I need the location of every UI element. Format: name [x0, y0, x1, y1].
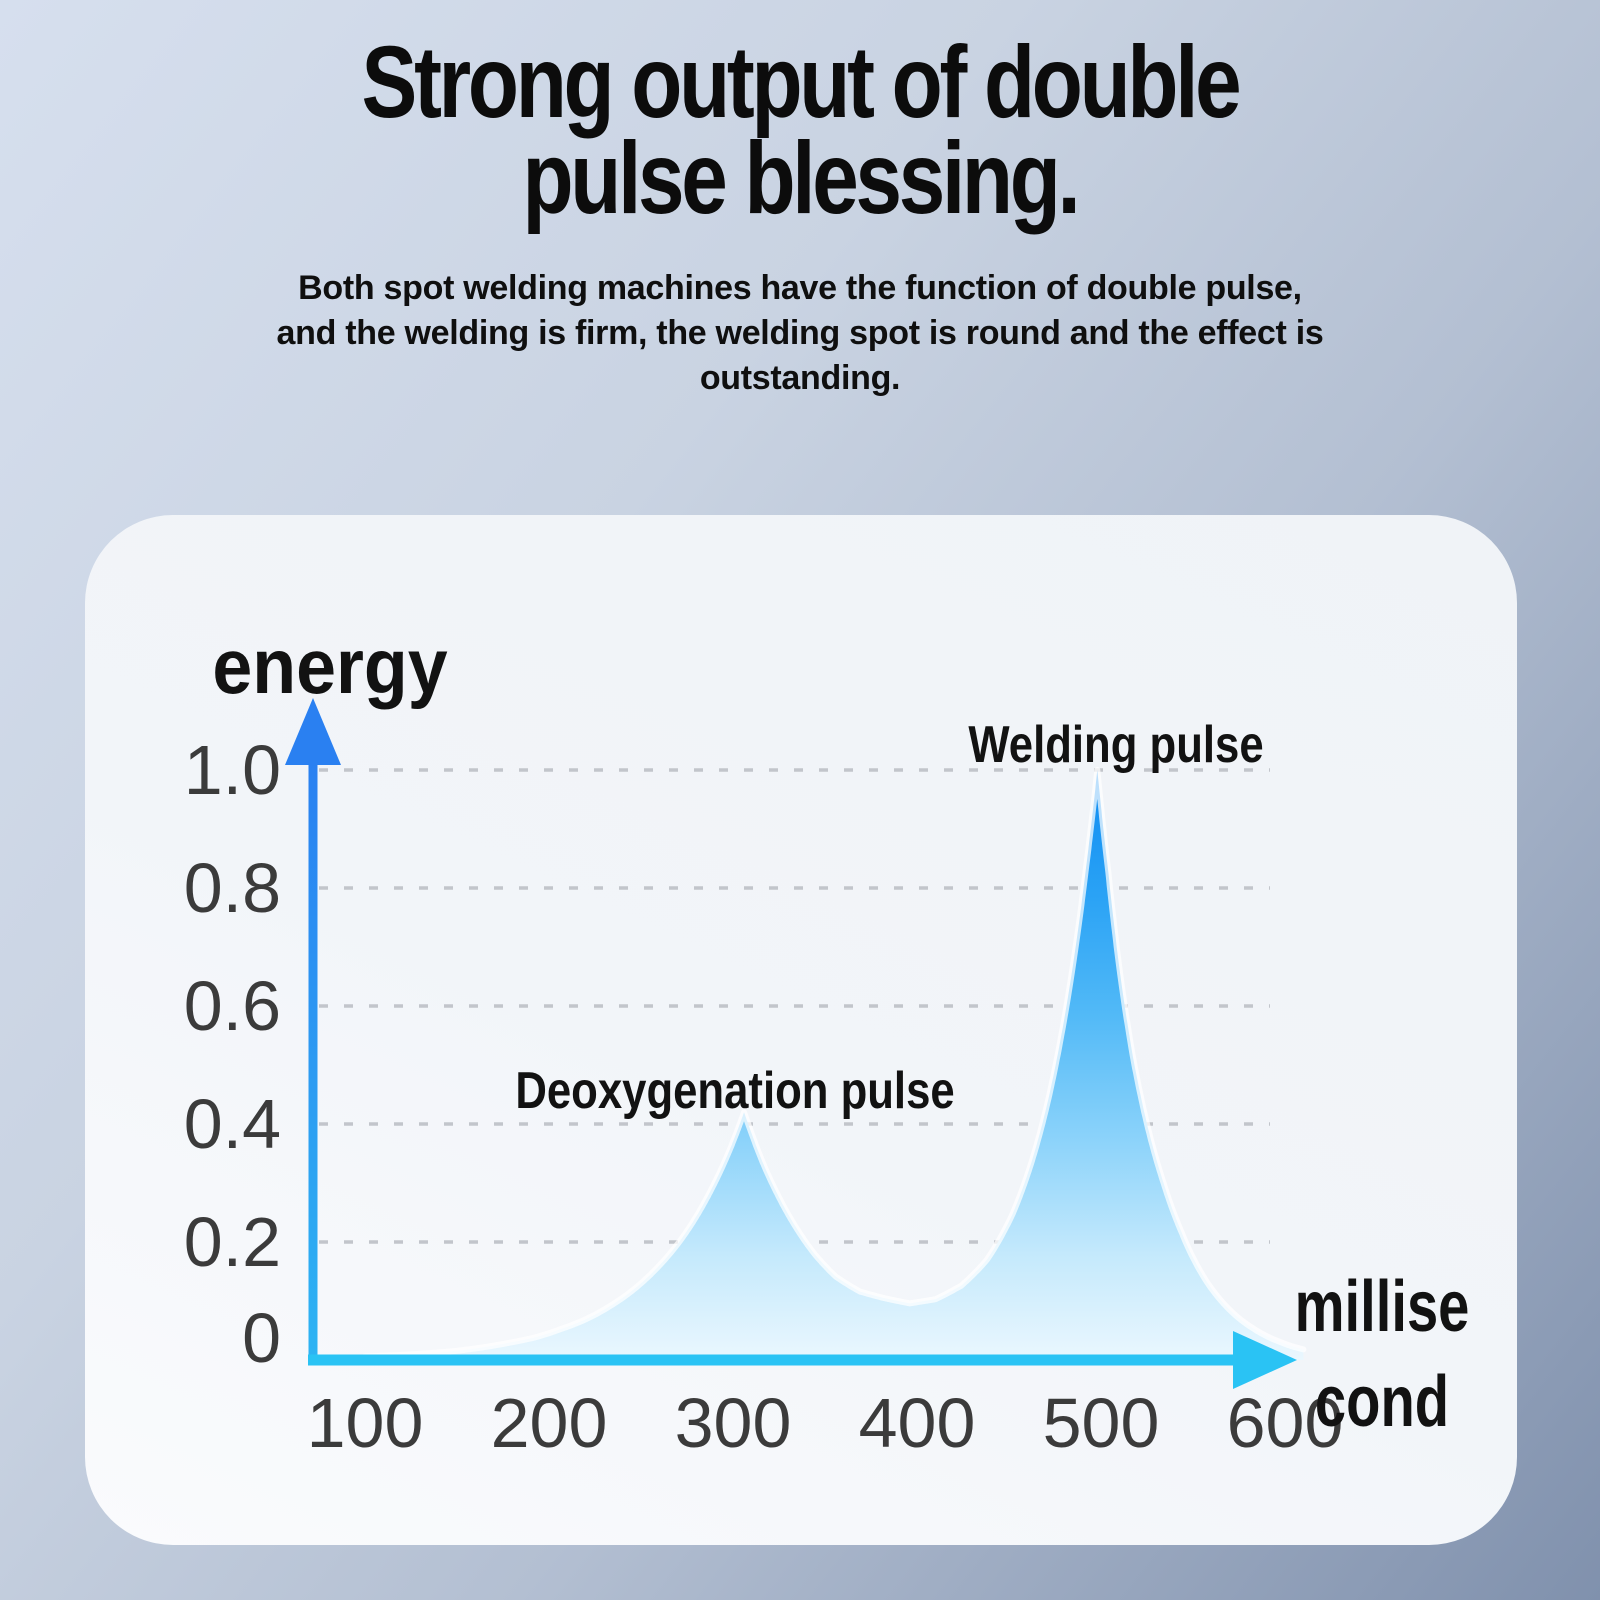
y-tick-1.0: 1.0 [184, 731, 281, 809]
y-tick-0.2: 0.2 [184, 1203, 281, 1281]
y-tick-0.6: 0.6 [184, 967, 281, 1045]
page-subtitle: Both spot welding machines have the func… [0, 266, 1600, 401]
hero-section: Strong output of double pulse blessing. … [0, 0, 1600, 401]
x-tick-300: 300 [675, 1384, 792, 1462]
subtitle-line-2: and the welding is firm, the welding spo… [276, 314, 1324, 352]
annotation-deoxygenation-pulse: Deoxygenation pulse [515, 1061, 955, 1120]
page-title: Strong output of double pulse blessing. [0, 0, 1600, 235]
subtitle-line-3: outstanding. [699, 359, 901, 397]
x-axis-title-line-1: millise [1294, 1266, 1470, 1347]
x-tick-600: 600 [1227, 1384, 1344, 1462]
pulse-curve-area [365, 770, 1304, 1360]
x-axis-title-line-2: cond [1315, 1361, 1450, 1442]
annotation-welding-pulse: Welding pulse [968, 715, 1264, 774]
x-axis-tick-labels: 100 200 300 400 500 600 [307, 1384, 1344, 1462]
y-tick-0.8: 0.8 [184, 849, 281, 927]
x-tick-400: 400 [859, 1384, 976, 1462]
chart-card: 0 0.2 0.4 0.6 0.8 1.0 100 200 300 400 500 600 ener… [85, 515, 1517, 1545]
x-axis-arrowhead-icon [1233, 1331, 1297, 1389]
x-axis-title: millise cond [1295, 1260, 1470, 1450]
y-tick-0.4: 0.4 [184, 1085, 281, 1163]
y-axis-tick-labels: 0 0.2 0.4 0.6 0.8 1.0 [184, 731, 281, 1377]
x-tick-500: 500 [1043, 1384, 1160, 1462]
subtitle-line-1: Both spot welding machines have the func… [298, 269, 1302, 307]
title-line-1: Strong output of double [361, 25, 1242, 139]
pulse-chart: 0 0.2 0.4 0.6 0.8 1.0 100 200 300 400 500 600 [184, 698, 1344, 1462]
pulse-curve-edge [362, 767, 1307, 1360]
x-tick-100: 100 [307, 1384, 424, 1462]
x-tick-200: 200 [491, 1384, 608, 1462]
y-tick-0: 0 [242, 1299, 281, 1377]
title-line-2: pulse blessing. [522, 121, 1080, 235]
y-axis-title: energy [212, 622, 448, 711]
y-axis-arrowhead-icon [285, 698, 341, 765]
